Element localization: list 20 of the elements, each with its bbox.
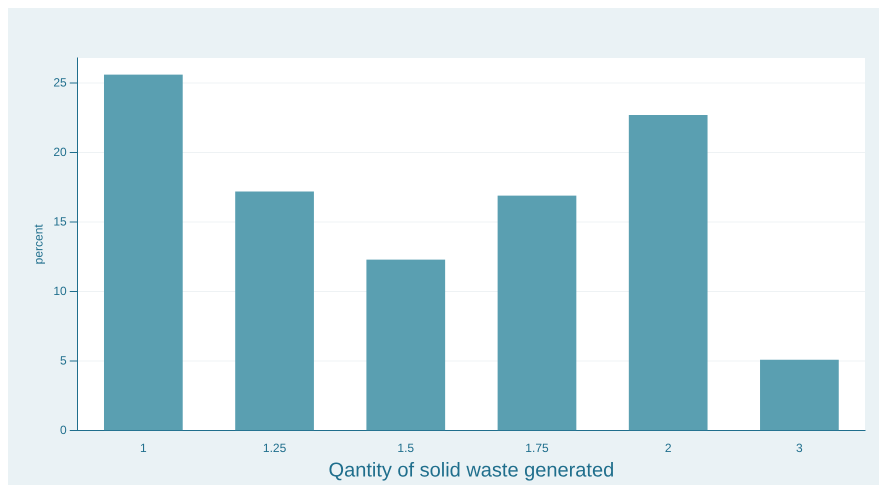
x-axis-title: Qantity of solid waste generated bbox=[328, 460, 614, 482]
x-tick-label: 1 bbox=[140, 441, 148, 456]
bar bbox=[498, 196, 576, 430]
bar bbox=[366, 260, 446, 430]
y-axis-title: percent bbox=[32, 224, 46, 264]
bar bbox=[104, 74, 183, 430]
y-tick-label: 5 bbox=[60, 353, 68, 368]
x-tick-label: 1.75 bbox=[525, 441, 549, 456]
x-tick-label: 1.25 bbox=[262, 441, 287, 456]
bar bbox=[760, 360, 839, 430]
x-tick-label: 2 bbox=[664, 441, 672, 456]
bar bbox=[628, 115, 708, 430]
bar bbox=[235, 191, 314, 430]
y-tick-label: 25 bbox=[53, 75, 68, 90]
y-tick-label: 0 bbox=[60, 422, 68, 437]
y-tick-label: 20 bbox=[53, 144, 68, 159]
y-tick-label: 10 bbox=[53, 284, 68, 298]
x-tick-label: 1.5 bbox=[397, 441, 414, 456]
x-tick-label: 3 bbox=[796, 441, 804, 456]
y-tick-label: 15 bbox=[53, 214, 68, 228]
